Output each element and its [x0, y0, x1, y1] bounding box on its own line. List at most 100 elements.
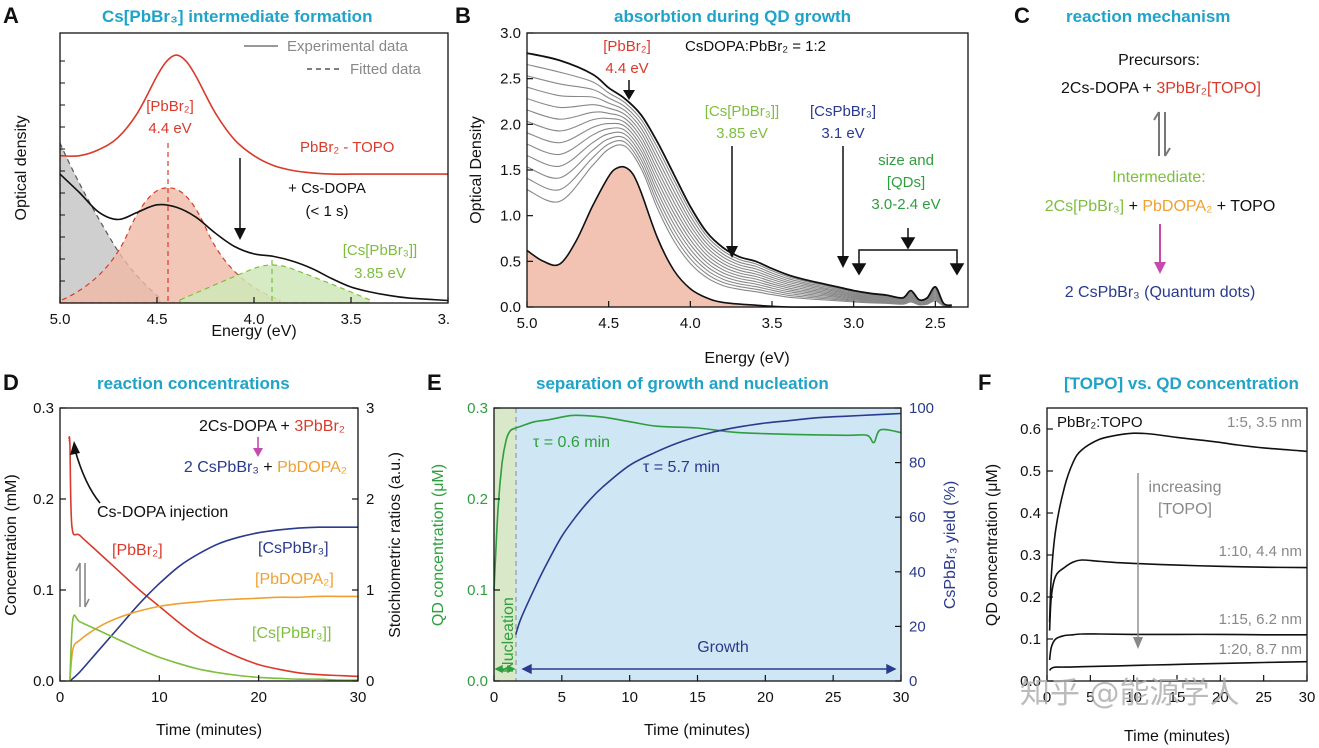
b-xtick-label: 3.0 [843, 315, 864, 332]
a-xtick-label: 5.0 [50, 311, 71, 328]
e-ytick-label: 0.2 [467, 491, 488, 508]
ticks-a: 5.0 4.5 4.0 3.5 3.0 [50, 60, 450, 328]
ticks-d: 0 10 20 30 0.0 0.1 0.2 0.3 0 1 2 3 [33, 400, 374, 706]
intermediate-cs-pbbr3: 2Cs[PbBr₃] [1044, 198, 1125, 215]
arrow-d-injection-head-icon [70, 441, 80, 455]
d2-ytick-label: 0 [366, 673, 374, 690]
series-f-1-10 [1048, 559, 1308, 631]
arrow-d-reaction-icon [253, 437, 263, 457]
precursors-cs-dopa: 2Cs-DOPA + [1061, 80, 1157, 97]
e2-ytick-label: 80 [909, 455, 926, 472]
series-a-cs-dopa [59, 173, 449, 302]
label-f-1-10: 1:10, 4.4 nm [1219, 543, 1302, 560]
label-f-1-15: 1:15, 6.2 nm [1219, 611, 1302, 628]
annot-f-topo: [TOPO] [1158, 501, 1212, 518]
ylabel-e: QD concentration (μM) [430, 464, 447, 626]
annot-a-time: (< 1 s) [306, 203, 349, 220]
annot-a-cs-pbbr3: [Cs[PbBr₃]] [343, 242, 417, 259]
spectrum-b-3 [526, 135, 952, 307]
watermark: 知乎 @能源学人 [1020, 676, 1240, 711]
panel-b-label: B [455, 3, 471, 28]
e-ytick-label: 0.1 [467, 582, 488, 599]
a-xtick-label: 3.5 [341, 311, 362, 328]
panel-f-title: [TOPO] vs. QD concentration [1064, 374, 1299, 393]
annot-d-cspbbr3: [CsPbBr₃] [258, 540, 329, 557]
arrow-b-cs-pbbr3-icon [726, 146, 738, 258]
ticks-f: 0 5 10 15 20 25 30 0.0 0.1 0.2 0.3 0.4 0.5 0.6 [1020, 421, 1315, 706]
fit-band-red [61, 187, 281, 303]
chart-f: 0 5 10 15 20 25 30 0.0 0.1 0.2 0.3 0.4 0.5 0.6 PbBr₂:… [984, 407, 1315, 745]
d2-ytick-label: 3 [366, 400, 374, 417]
b-ytick-label: 1.5 [500, 162, 521, 179]
d-ytick-label: 0.0 [33, 673, 54, 690]
series-a-pbbr2-topo [59, 54, 448, 175]
xlabel-a: Energy (eV) [211, 323, 296, 340]
f-xtick-label: 20 [1212, 689, 1229, 706]
f-xtick-label: 0 [1043, 689, 1051, 706]
panel-b-title: absorbtion during QD growth [614, 7, 852, 26]
b-xtick-label: 5.0 [517, 315, 538, 332]
intermediate-pbdopa2: PbDOPA₂ [1142, 198, 1213, 215]
annot-b-3-1ev: 3.1 eV [821, 125, 864, 142]
panel-e-title: separation of growth and nucleation [536, 374, 829, 393]
annot-b-ratio: CsDOPA:PbBr₂ = 1:2 [685, 38, 826, 55]
ticks-e: 0 5 10 15 20 25 30 0.0 0.1 0.2 0.3 0 20 40 60 80 100 [467, 400, 934, 706]
b-xtick-label: 2.5 [925, 315, 946, 332]
nucleation-region [494, 408, 516, 681]
e-xtick-label: 20 [757, 689, 774, 706]
d2-ytick-label: 1 [366, 582, 374, 599]
e2-ytick-label: 100 [909, 400, 934, 417]
panel-e-label: E [427, 370, 442, 395]
precursors-label: Precursors: [1118, 52, 1200, 69]
annot-b-cspbbr3: [CsPbBr₃] [810, 103, 876, 120]
f-ytick-label: 0.0 [1020, 673, 1041, 690]
d-ytick-label: 0.3 [33, 400, 54, 417]
arrow-b-pbbr2-icon [623, 80, 635, 100]
xlabel-e: Time (minutes) [644, 722, 750, 739]
annot-a-pbbr2: [PbBr₂] [146, 98, 194, 115]
b-ytick-label: 2.5 [500, 71, 521, 88]
xlabel-d: Time (minutes) [156, 722, 262, 739]
annot-a-4-4ev: 4.4 eV [148, 120, 191, 137]
d-xtick-label: 10 [151, 689, 168, 706]
series-d-pbdopa2 [69, 595, 358, 682]
a-xtick-label: 4.0 [244, 311, 265, 328]
f-xtick-label: 25 [1255, 689, 1272, 706]
intermediate-equation: 2Cs[PbBr₃] + PbDOPA₂ + TOPO [1010, 198, 1310, 216]
d-ytick-label: 0.1 [33, 582, 54, 599]
series-e-qd [493, 414, 902, 591]
intermediate-topo: + TOPO [1212, 198, 1276, 215]
b-ytick-label: 3.0 [500, 28, 521, 42]
eq-d-pbdopa2: PbDOPA₂ [277, 459, 347, 476]
arrow-e-nucleation-icon [494, 664, 516, 674]
e-xtick-label: 0 [490, 689, 498, 706]
f-xtick-label: 30 [1299, 689, 1316, 706]
e2-ytick-label: 20 [909, 618, 926, 635]
f-ytick-label: 0.5 [1020, 463, 1041, 480]
e-ytick-label: 0.0 [467, 673, 488, 690]
b-ytick-label: 1.0 [500, 208, 521, 225]
e-xtick-label: 30 [893, 689, 910, 706]
f-xtick-label: 10 [1125, 689, 1142, 706]
label-f-1-5: 1:5, 3.5 nm [1227, 414, 1302, 431]
b-xtick-label: 4.5 [598, 315, 619, 332]
panel-d-title: reaction concentrations [97, 374, 290, 393]
arrow-f-down-icon [1133, 473, 1143, 649]
b-xtick-label: 4.0 [680, 315, 701, 332]
ylabel-f: QD concentration (μM) [984, 464, 1001, 626]
arrow-b-cspbbr3-icon [837, 146, 849, 268]
equilibrium-d-icon [75, 562, 90, 608]
xlabel-f: Time (minutes) [1124, 728, 1230, 745]
ticks-b: 5.0 4.5 4.0 3.5 3.0 2.5 0.0 0.5 1.0 1.5 2.0 2.5 3.0 [500, 28, 946, 332]
eq-d-cs-dopa: 2Cs-DOPA + [199, 418, 294, 435]
e-xtick-label: 15 [689, 689, 706, 706]
annot-b-cs-pbbr3: [Cs[PbBr₃]] [705, 103, 779, 120]
annot-d-injection: Cs-DOPA injection [97, 504, 228, 521]
e-ytick-label: 0.3 [467, 400, 488, 417]
f-ytick-label: 0.1 [1020, 631, 1041, 648]
f-ytick-label: 0.3 [1020, 547, 1041, 564]
e-xtick-label: 10 [621, 689, 638, 706]
annot-e-nucleation: Nucleation [500, 597, 517, 673]
spectrum-b-1 [526, 144, 952, 307]
xlabel-b: Energy (eV) [704, 350, 789, 367]
